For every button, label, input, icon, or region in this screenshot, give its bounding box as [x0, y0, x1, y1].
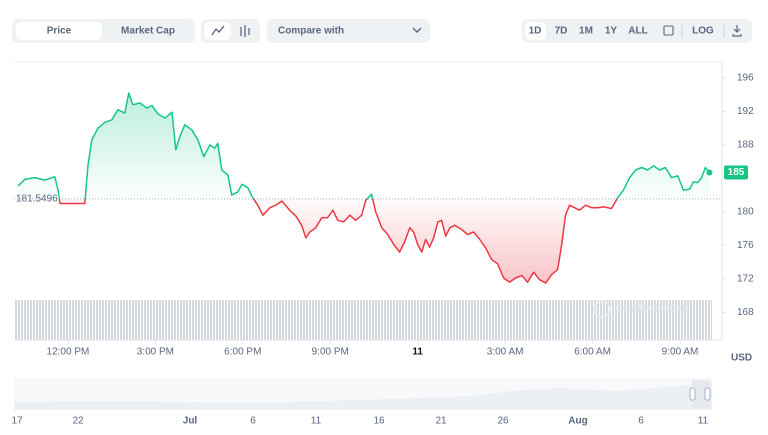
current-price-badge: [724, 165, 748, 180]
navigator-label: 26: [497, 416, 509, 427]
navigator-label: Aug: [568, 416, 587, 427]
navigator-area: [14, 382, 712, 410]
navigator-label: 11: [311, 416, 322, 427]
navigator-label: 6: [250, 416, 256, 427]
navigator-handle[interactable]: [704, 387, 711, 401]
navigator-label: 22: [72, 416, 84, 427]
range-button[interactable]: 1Y: [605, 26, 618, 37]
candle-icon[interactable]: [240, 25, 250, 37]
navigator-window[interactable]: [692, 380, 710, 408]
chevron: [412, 27, 422, 33]
navigator-label: Jul: [183, 416, 198, 427]
tab[interactable]: Price: [47, 26, 72, 37]
x-tick-label: 11: [412, 347, 423, 358]
area: [18, 93, 710, 284]
range-group: [522, 19, 752, 43]
download-icon[interactable]: [732, 25, 742, 37]
navigator-label: 17: [11, 416, 23, 427]
range-button[interactable]: 1D: [529, 26, 542, 37]
range-button[interactable]: ALL: [628, 26, 647, 37]
compare-select[interactable]: [267, 19, 430, 43]
x-tick-label: 3:00 AM: [487, 347, 524, 358]
calendar-icon[interactable]: [663, 25, 674, 36]
watermark: CoinMarketCap: [615, 304, 688, 315]
line-icon: [211, 25, 225, 36]
volume-bars: [14, 300, 712, 340]
navigator-label: 16: [373, 416, 385, 427]
y-axis-unit: USD: [731, 353, 752, 364]
y-tick-label: 176: [737, 240, 754, 251]
range-active[interactable]: [525, 22, 546, 40]
y-tick-label: 168: [737, 307, 754, 318]
range-button[interactable]: 7D: [555, 26, 568, 37]
tab-active[interactable]: [16, 22, 102, 40]
y-tick-label: 180: [737, 207, 754, 218]
current-price-label: 185: [728, 167, 745, 178]
toolbar: Price Market Cap Compare with 1D 7D 1M 1…: [12, 19, 752, 43]
navigator-label: 6: [638, 416, 644, 427]
x-tick-label: 12:00 PM: [47, 347, 90, 358]
y-tick-label: 192: [737, 106, 754, 117]
tab[interactable]: Market Cap: [121, 26, 175, 37]
y-tick-label: 188: [737, 140, 754, 151]
compare-label[interactable]: Compare with: [278, 26, 344, 37]
x-tick-label: 3:00 PM: [137, 347, 174, 358]
navigator: 17 22 Jul 6 11 16 21 26 Aug 6 11: [11, 378, 712, 427]
navigator-label: 21: [435, 416, 447, 427]
x-tick-label: 9:00 AM: [662, 347, 699, 358]
y-tick-label: 196: [737, 73, 754, 84]
navigator-label: 11: [698, 416, 709, 427]
y-tick-label: 172: [737, 274, 754, 285]
log-button[interactable]: LOG: [692, 26, 714, 37]
plot: 168 172 176 180 188 192 196 12:00 PM 3:00 PM 6:00…: [14, 73, 754, 358]
price-line: [17, 92, 711, 284]
x-tick-label: 9:00 PM: [312, 347, 349, 358]
range-button[interactable]: 1M: [579, 26, 593, 37]
x-tick-label: 6:00 AM: [574, 347, 611, 358]
last-point: [706, 169, 713, 176]
watermark-logo: [593, 300, 611, 318]
x-tick-label: 6:00 PM: [224, 347, 261, 358]
reference-label: 181.5496: [16, 194, 58, 205]
navigator-handle[interactable]: [689, 387, 696, 401]
